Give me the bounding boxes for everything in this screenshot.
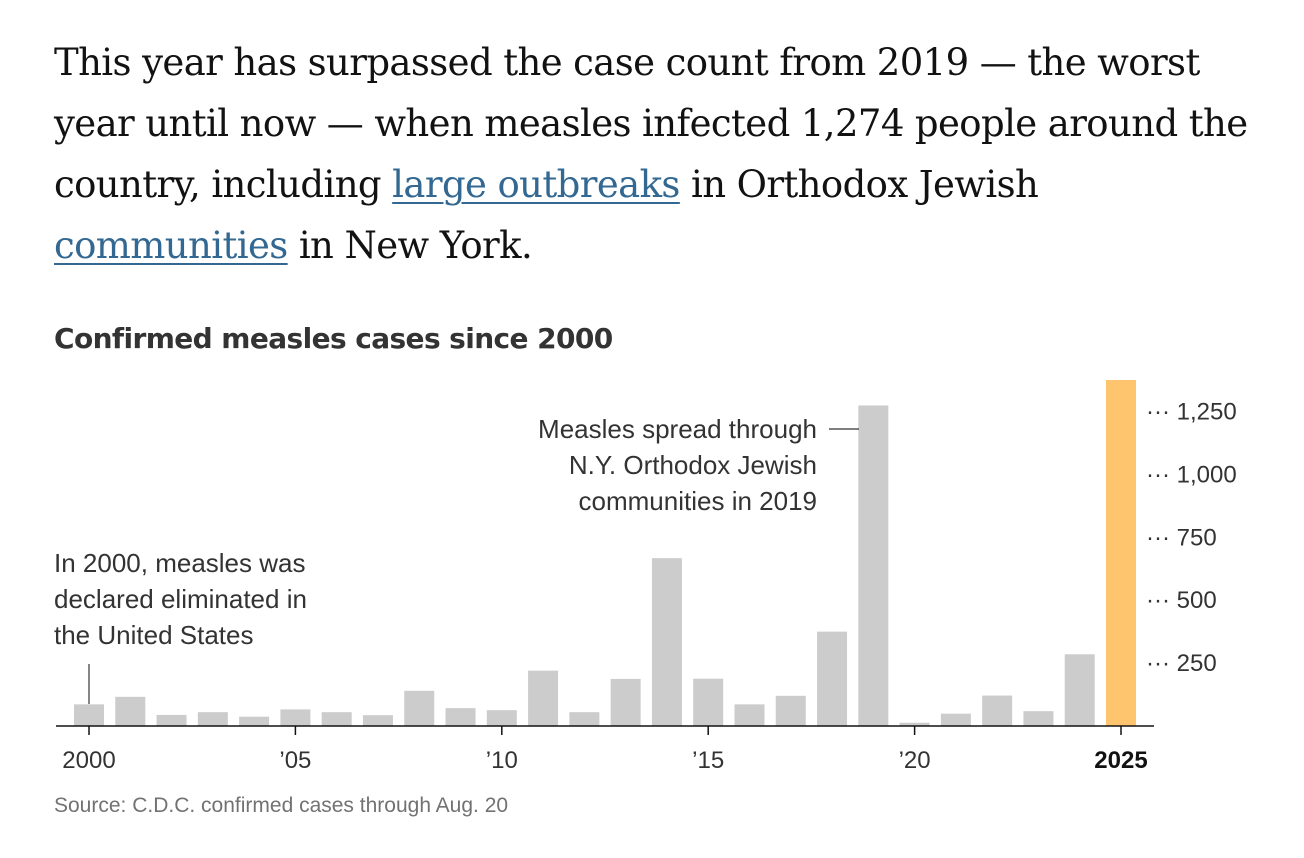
- large-outbreaks-link[interactable]: large outbreaks: [392, 163, 680, 206]
- annotation-2000-line-1: declared eliminated in: [54, 584, 307, 614]
- bar-2020: [899, 722, 930, 726]
- y-tick-label-3: ··· 1,000: [1146, 461, 1237, 488]
- annotation-2000-line-2: the United States: [54, 620, 253, 650]
- communities-link[interactable]: communities: [54, 224, 288, 267]
- bar-2021: [940, 713, 971, 726]
- annotation-2019-line-1: N.Y. Orthodox Jewish: [569, 450, 817, 480]
- bar-2002: [156, 714, 187, 726]
- bar-2017: [775, 695, 806, 726]
- bar-2014: [651, 558, 682, 726]
- x-tick-label-0: 2000: [62, 747, 115, 774]
- intro-text-3: in New York.: [287, 224, 533, 267]
- bar-2023: [1023, 711, 1054, 726]
- bar-2007: [362, 715, 393, 726]
- y-tick-label-1: ··· 500: [1146, 587, 1217, 614]
- bar-2024: [1064, 654, 1095, 726]
- x-tick-label-4: ’20: [899, 747, 931, 774]
- y-tick-label-2: ··· 750: [1146, 524, 1217, 551]
- chart-title: Confirmed measles cases since 2000: [54, 322, 613, 355]
- bar-2018: [817, 631, 848, 726]
- bar-2008: [404, 690, 435, 726]
- annotation-2000-line-0: In 2000, measles was: [54, 548, 305, 578]
- x-tick-label-5: 2025: [1094, 747, 1147, 774]
- intro-paragraph: This year has surpassed the case count f…: [54, 32, 1274, 276]
- bar-2001: [115, 696, 146, 726]
- x-tick-label-1: ’05: [279, 747, 311, 774]
- bar-2015: [693, 678, 724, 726]
- bar-2009: [445, 708, 476, 726]
- bar-2013: [610, 678, 641, 726]
- bar-2022: [982, 695, 1013, 726]
- intro-text-1: This year has surpassed the case count f…: [54, 41, 1248, 206]
- bar-2006: [321, 712, 352, 726]
- bar-2005: [280, 709, 311, 726]
- y-tick-label-0: ··· 250: [1146, 650, 1217, 677]
- source-note: Source: C.D.C. confirmed cases through A…: [54, 794, 509, 817]
- annotation-2019-line-0: Measles spread through: [538, 414, 817, 444]
- x-tick-label-3: ’15: [692, 747, 724, 774]
- bar-2025: [1106, 380, 1136, 726]
- annotation-2019-line-2: communities in 2019: [579, 486, 817, 516]
- intro-text-2: in Orthodox Jewish: [679, 163, 1039, 206]
- bar-2019: [858, 405, 889, 726]
- bar-2003: [197, 712, 228, 726]
- bar-2000: [74, 704, 104, 726]
- y-tick-label-4: ··· 1,250: [1146, 398, 1237, 425]
- bar-2004: [239, 716, 270, 726]
- bar-2010: [486, 710, 517, 726]
- bar-2011: [528, 670, 559, 726]
- bar-2016: [734, 704, 765, 726]
- x-tick-label-2: ’10: [486, 747, 518, 774]
- bar-2012: [569, 712, 600, 726]
